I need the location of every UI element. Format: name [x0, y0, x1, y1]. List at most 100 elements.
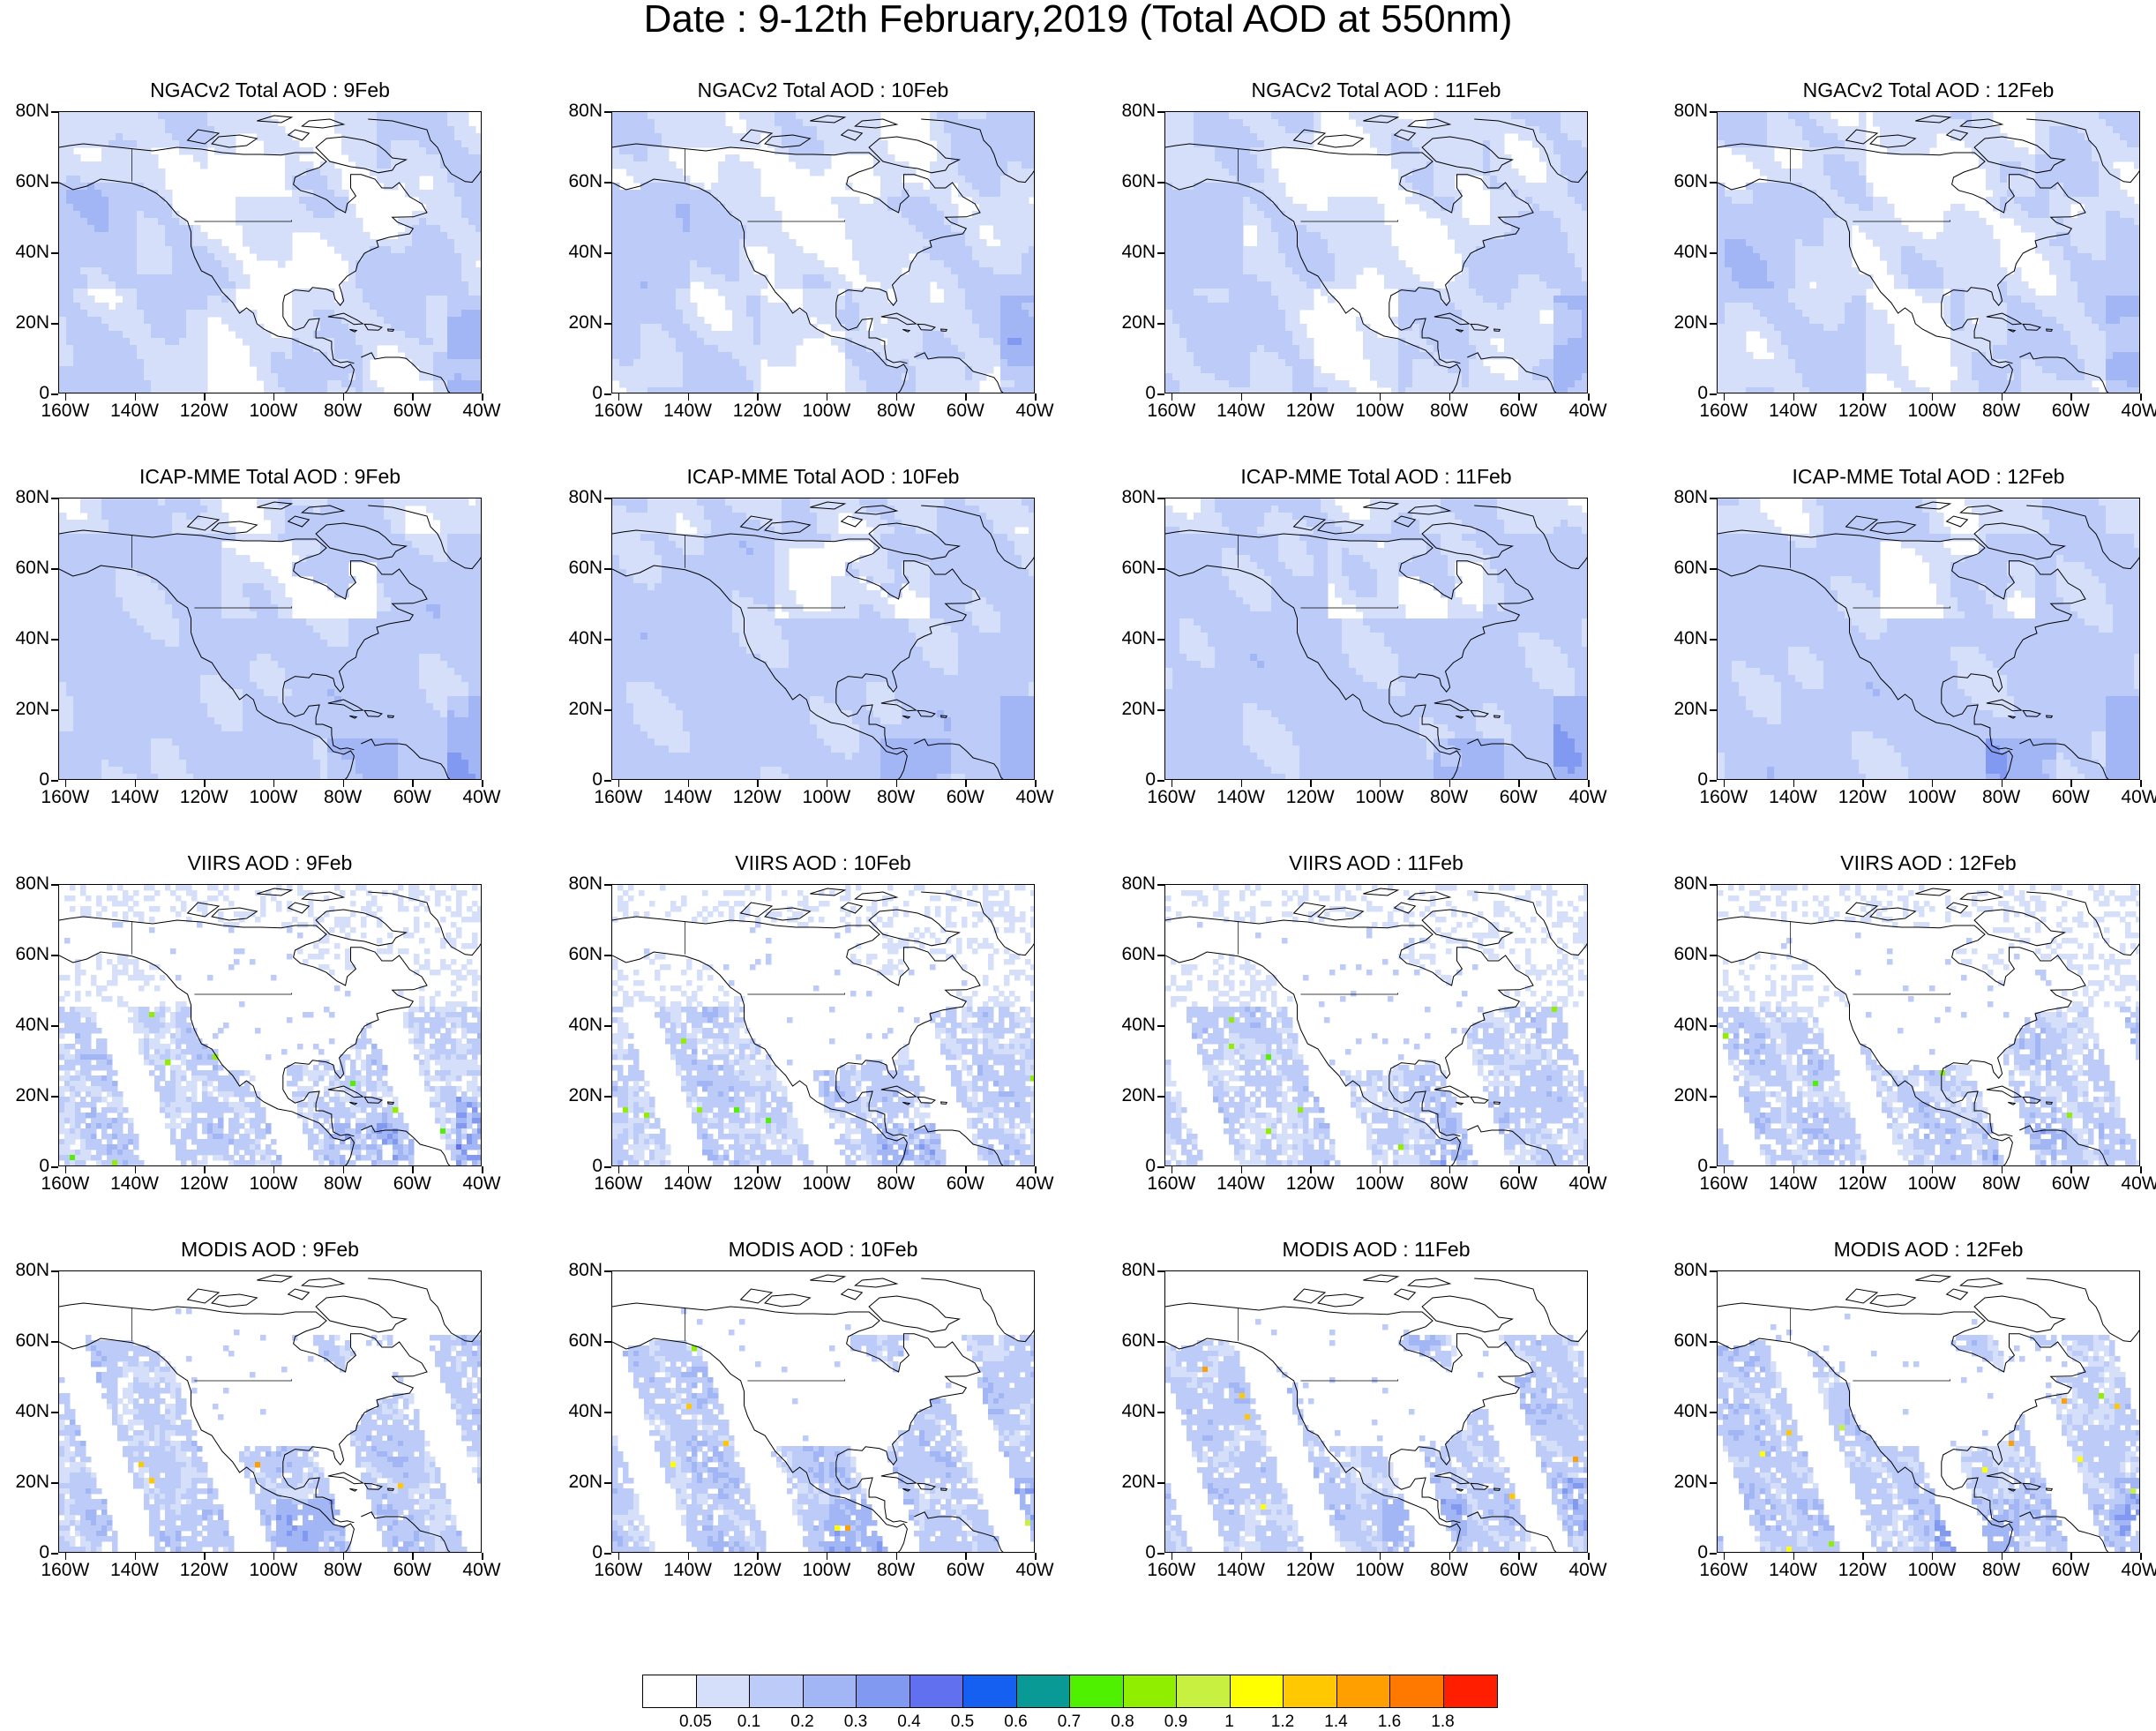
lat-tick-mark: [1710, 1482, 1717, 1484]
aod-grid-cells: [1165, 885, 1588, 1166]
panel-title: VIIRS AOD : 9Feb: [23, 851, 517, 874]
lon-tick-label: 80W: [308, 788, 378, 807]
lon-tick-mark: [965, 1166, 967, 1173]
lon-tick-label: 140W: [1758, 788, 1829, 807]
lat-tick-label: 20N: [553, 1086, 603, 1105]
lat-tick-label: 60N: [0, 558, 49, 578]
aod-field-map: [59, 1271, 482, 1553]
lat-tick-label: 40N: [1106, 629, 1156, 648]
lon-tick-label: 60W: [377, 1174, 447, 1194]
lat-tick-mark: [1710, 323, 1717, 325]
lat-tick-label: 40N: [1106, 243, 1156, 262]
lon-tick-label: 140W: [1758, 401, 1829, 421]
aod-field-map: [59, 112, 482, 393]
colorbar-swatch: [749, 1675, 804, 1708]
lon-tick-mark: [1793, 1553, 1795, 1560]
aod-grid-cells: [612, 498, 1035, 780]
lon-tick-label: 100W: [1897, 1561, 1967, 1580]
lon-tick-mark: [1518, 393, 1520, 401]
lon-tick-mark: [965, 1553, 967, 1560]
lat-tick-mark: [1157, 182, 1164, 184]
lon-tick-label: 120W: [722, 788, 792, 807]
lat-tick-label: 60N: [553, 945, 603, 964]
lat-tick-label: 80N: [553, 488, 603, 507]
colorbar-level-label: 1.6: [1363, 1713, 1416, 1731]
lon-tick-label: 80W: [308, 401, 378, 421]
lat-tick-mark: [604, 1482, 611, 1484]
lon-tick-mark: [1449, 780, 1451, 787]
lon-tick-mark: [2002, 780, 2003, 787]
map-plot-area: [58, 1270, 482, 1553]
lon-tick-label: 60W: [1483, 401, 1553, 421]
colorbar-level-label: 0.6: [990, 1713, 1043, 1731]
lat-tick-mark: [51, 498, 58, 499]
lon-tick-label: 60W: [1483, 1174, 1553, 1194]
panel-title: MODIS AOD : 12Feb: [1681, 1238, 2156, 1261]
lat-tick-mark: [51, 955, 58, 956]
lon-tick-mark: [618, 1166, 620, 1173]
lat-tick-mark: [1710, 568, 1717, 570]
lon-tick-mark: [2140, 393, 2142, 401]
colorbar-swatch: [1443, 1675, 1498, 1708]
lon-tick-label: 100W: [238, 1174, 309, 1194]
colorbar-level-label: 0.5: [936, 1713, 989, 1731]
lon-tick-label: 160W: [1688, 1561, 1759, 1580]
lon-tick-mark: [343, 393, 345, 401]
lat-tick-label: 60N: [1106, 945, 1156, 964]
lat-tick-label: 60N: [1658, 1331, 1708, 1351]
map-plot-area: [1717, 111, 2140, 393]
lon-tick-mark: [757, 1553, 759, 1560]
lat-tick-mark: [51, 568, 58, 570]
lon-tick-label: 100W: [238, 1561, 309, 1580]
lat-tick-label: 40N: [553, 629, 603, 648]
colorbar-swatch: [642, 1675, 697, 1708]
lon-tick-label: 40W: [1553, 1561, 1623, 1580]
lon-tick-label: 80W: [1966, 1561, 2037, 1580]
lon-tick-mark: [1449, 1553, 1451, 1560]
lat-tick-mark: [51, 709, 58, 711]
lat-tick-label: 20N: [553, 313, 603, 333]
colorbar-swatch: [1230, 1675, 1284, 1708]
lon-tick-label: 80W: [1966, 1174, 2037, 1194]
panel-title: NGACv2 Total AOD : 12Feb: [1681, 79, 2156, 101]
lon-tick-label: 160W: [1136, 1174, 1207, 1194]
lat-tick-label: 40N: [1658, 1015, 1708, 1035]
lon-tick-mark: [2002, 1553, 2003, 1560]
lon-tick-label: 140W: [100, 401, 170, 421]
lat-tick-mark: [1710, 955, 1717, 956]
lon-tick-label: 100W: [238, 401, 309, 421]
aod-field-map: [59, 498, 482, 780]
lat-tick-label: 80N: [553, 101, 603, 121]
lon-tick-mark: [65, 780, 67, 787]
lat-tick-label: 80N: [0, 1261, 49, 1280]
colorbar-swatch: [1016, 1675, 1071, 1708]
aod-grid-cells: [59, 1308, 482, 1553]
lon-tick-label: 160W: [1688, 401, 1759, 421]
lon-tick-label: 160W: [583, 788, 654, 807]
lon-tick-mark: [1518, 1553, 1520, 1560]
lon-tick-label: 40W: [999, 1174, 1070, 1194]
lat-tick-label: 80N: [553, 874, 603, 894]
lat-tick-label: 40N: [1658, 629, 1708, 648]
lon-tick-mark: [965, 780, 967, 787]
lon-tick-mark: [204, 1553, 206, 1560]
lon-tick-label: 80W: [1414, 1174, 1485, 1194]
lon-tick-label: 160W: [583, 1561, 654, 1580]
lat-tick-mark: [604, 182, 611, 184]
aod-grid-cells: [1165, 1319, 1588, 1553]
lat-tick-mark: [1157, 252, 1164, 254]
lon-tick-label: 60W: [2035, 1174, 2106, 1194]
lat-tick-mark: [51, 1341, 58, 1343]
lon-tick-label: 120W: [1275, 401, 1345, 421]
lon-tick-label: 40W: [2105, 1174, 2156, 1194]
lon-tick-mark: [135, 780, 137, 787]
lon-tick-mark: [1449, 1166, 1451, 1173]
lat-tick-mark: [604, 323, 611, 325]
lon-tick-mark: [1862, 1553, 1864, 1560]
lon-tick-mark: [204, 780, 206, 787]
lon-tick-mark: [2002, 393, 2003, 401]
